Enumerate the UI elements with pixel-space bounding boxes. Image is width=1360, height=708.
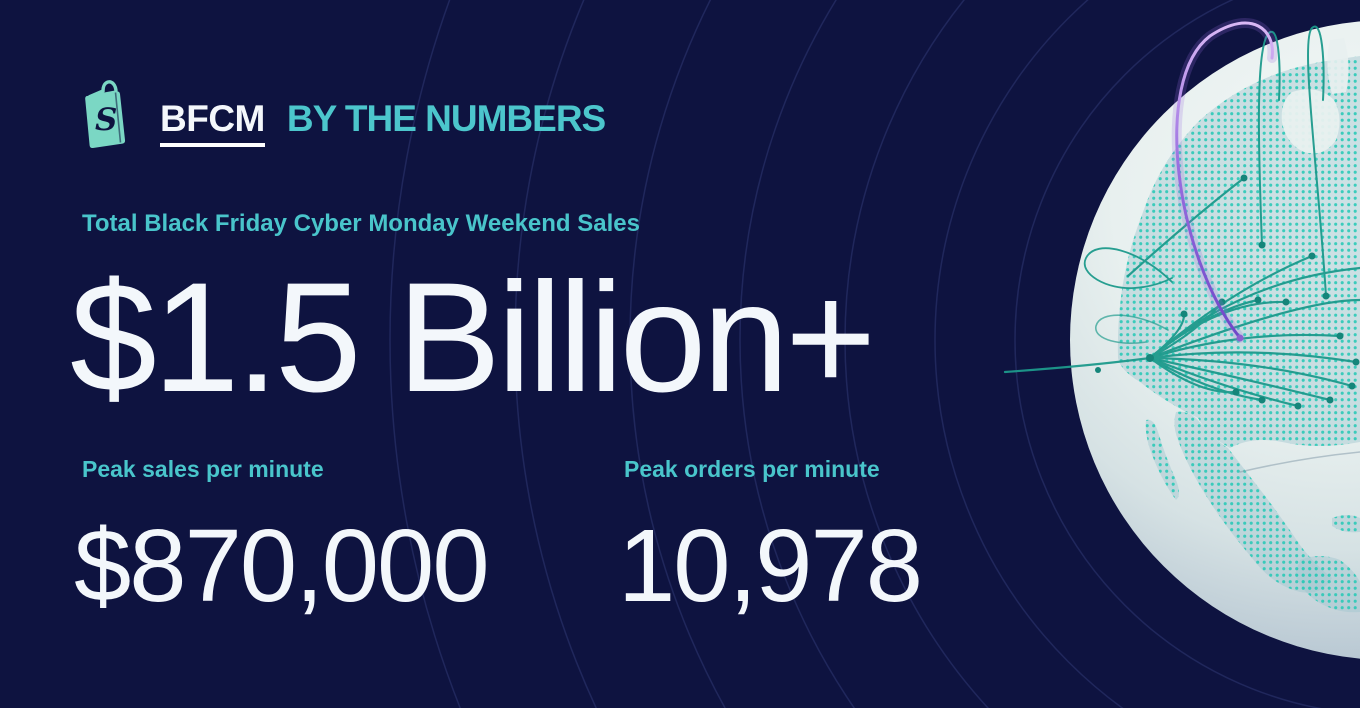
page-title: BY THE NUMBERS	[286, 98, 606, 139]
background-concentric-circles	[389, 0, 1323, 708]
purple-arc	[1171, 18, 1278, 343]
header: BFCM BY THE NUMBERS	[160, 98, 606, 147]
hero-stat-value: $1.5 Billion+	[70, 251, 876, 425]
svg-text:S: S	[95, 102, 117, 138]
network-arcs	[1003, 25, 1360, 473]
shopify-bag-icon: S	[80, 78, 132, 155]
hero-stat-label: Total Black Friday Cyber Monday Weekend …	[82, 210, 640, 237]
stat-label-peak-orders: Peak orders per minute	[624, 456, 880, 482]
stat-value-peak-sales: $870,000	[74, 508, 490, 623]
route-endpoint-dots	[1095, 174, 1360, 410]
brand-wordmark: BFCM	[160, 100, 265, 147]
stat-value-peak-orders: 10,978	[618, 508, 923, 623]
stat-label-peak-sales: Peak sales per minute	[82, 456, 324, 482]
